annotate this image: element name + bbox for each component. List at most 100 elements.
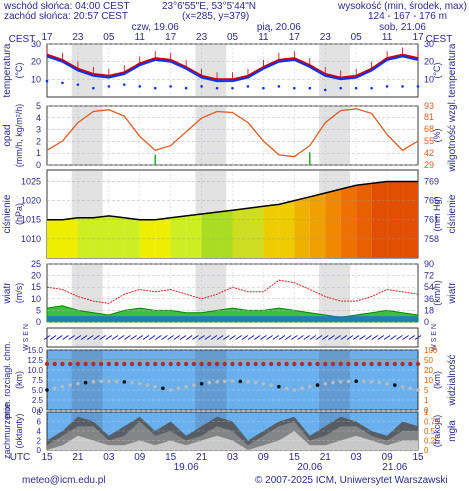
cloud-base-dot	[331, 380, 335, 385]
bottom-hour-label: 15	[289, 452, 301, 463]
temp-mean-line	[46, 55, 419, 83]
bottom-tz-label: UTC	[10, 452, 31, 463]
cloud-cover-tick-left: 8	[37, 408, 42, 417]
dewpoint-point	[293, 86, 296, 90]
dewpoint-point	[76, 83, 80, 86]
cloud-base-dot	[192, 383, 196, 387]
humidity-tick-right: 68	[424, 124, 434, 134]
cloud-top-dot	[168, 361, 173, 367]
visibility-tick-right: 20	[424, 366, 433, 375]
pressure-area-segment	[263, 204, 279, 258]
wind-direction-arrow	[136, 335, 144, 340]
dewpoint-point	[122, 83, 126, 86]
pressure-area-segment	[217, 210, 233, 258]
pressure-tick-right: 761	[424, 215, 439, 225]
bottom-hour-label: 09	[382, 452, 394, 463]
bottom-day-label: 20.06	[297, 462, 322, 470]
pressure-area-segment	[170, 215, 187, 258]
bottom-hour-label: 03	[227, 452, 239, 463]
cloud-top-dot	[338, 361, 343, 367]
cloud-top-dot	[91, 361, 96, 367]
cloud-top-dot	[253, 361, 258, 367]
wind-direction-arrow	[247, 335, 255, 340]
top-hour-label: 05	[103, 32, 115, 43]
wind-direction-arrow	[321, 335, 329, 340]
top-hour-label: 17	[412, 32, 424, 43]
cloud-base-dot	[215, 380, 219, 384]
top-tz-left: CEST	[9, 34, 36, 45]
precip-tick-left: 5	[36, 101, 41, 111]
top-hour-label: 23	[320, 32, 332, 43]
bottom-hour-label: 21	[320, 452, 332, 463]
wind-direction-arrow	[408, 335, 416, 340]
wind-direction-arrow	[204, 335, 212, 340]
wind-direction-arrow	[297, 335, 304, 340]
wind-direction-arrow	[148, 335, 156, 340]
cloud-base-dot	[307, 384, 312, 389]
cloud-top-dot	[145, 361, 150, 367]
precip-tick-left: 1	[36, 148, 41, 158]
pressure-area-segment	[232, 208, 248, 258]
cloud-top-dot	[369, 361, 374, 367]
cloud-vert-tick-left: 2.5	[32, 396, 44, 405]
cloud-top-dot	[299, 361, 305, 367]
wind-direction-arrow	[223, 335, 230, 340]
wind-direction-arrow	[43, 335, 51, 340]
cloud-base-dot	[362, 379, 366, 384]
pressure-label-left: ciśnienie	[2, 194, 13, 233]
wind-dir-label-left: W S E N	[23, 324, 30, 351]
wind-direction-arrow	[414, 335, 422, 340]
top-hour-label: 17	[41, 32, 53, 43]
humidity-tick-right: 81	[424, 112, 434, 122]
wind-direction-arrow	[68, 335, 76, 340]
pressure-area-segment	[77, 217, 94, 258]
cloud-base-dot	[145, 383, 150, 387]
wind-direction-arrow	[161, 335, 168, 340]
humidity-line	[46, 108, 419, 158]
pressure-tick-left: 1025	[21, 176, 41, 186]
temp-tick-right: 30	[424, 39, 434, 49]
cloud-base-dot	[338, 380, 343, 384]
height-title: wysokość (min, środek, max)	[338, 1, 467, 12]
wind-direction-arrow	[377, 335, 385, 340]
cloud-base-dot	[60, 384, 65, 389]
temp-tick-left: 30	[31, 39, 41, 49]
cloud-vert-label-left: pion. rozciągł. chm.	[2, 341, 12, 419]
top-hour-label: 23	[72, 32, 84, 43]
dewpoint-point	[370, 86, 373, 90]
pressure-tick-left: 1015	[21, 215, 41, 225]
wind-calm-band	[47, 316, 418, 322]
top-hour-label: 05	[351, 32, 363, 43]
wind-tick-left: 10	[31, 294, 41, 304]
cloud-top-dot	[261, 361, 266, 367]
cloud-top-dot	[353, 361, 359, 367]
bottom-hour-label: 03	[351, 452, 363, 463]
wind-direction-arrow	[192, 335, 199, 340]
wind-direction-arrow	[402, 335, 409, 340]
top-day-label: pią, 20.06	[257, 22, 301, 33]
cloud-top-dot	[392, 361, 398, 367]
temp-tick-right: 10	[424, 74, 434, 84]
humidity-tick-right: 55	[424, 136, 434, 146]
cloud-top-dot	[230, 361, 235, 367]
wind-direction-arrow	[309, 335, 317, 340]
wind-direction-arrow	[74, 335, 82, 340]
cloud-base-dot	[300, 386, 304, 391]
night-band	[319, 328, 350, 347]
wind-unit-right: (km/h)	[432, 280, 442, 306]
wind-direction-arrow	[49, 335, 57, 340]
cloud-vert-unit-left: (km)	[14, 371, 24, 389]
dewpoint-point	[184, 86, 188, 90]
top-hour-label: 17	[289, 32, 301, 43]
wind-direction-arrow	[340, 335, 348, 340]
bottom-hour-label: 21	[72, 452, 84, 463]
dewpoint-point	[262, 86, 265, 90]
cloud-base-dot	[184, 384, 188, 389]
pressure-area-segment	[356, 183, 372, 258]
cloud-vert-tick-left: 0.0	[32, 406, 44, 415]
cloud-base-dot	[176, 386, 181, 391]
humidity-tick-right: 93	[424, 101, 434, 111]
wind-tick-left: 15	[31, 282, 41, 292]
cloud-top-dot	[207, 361, 212, 367]
